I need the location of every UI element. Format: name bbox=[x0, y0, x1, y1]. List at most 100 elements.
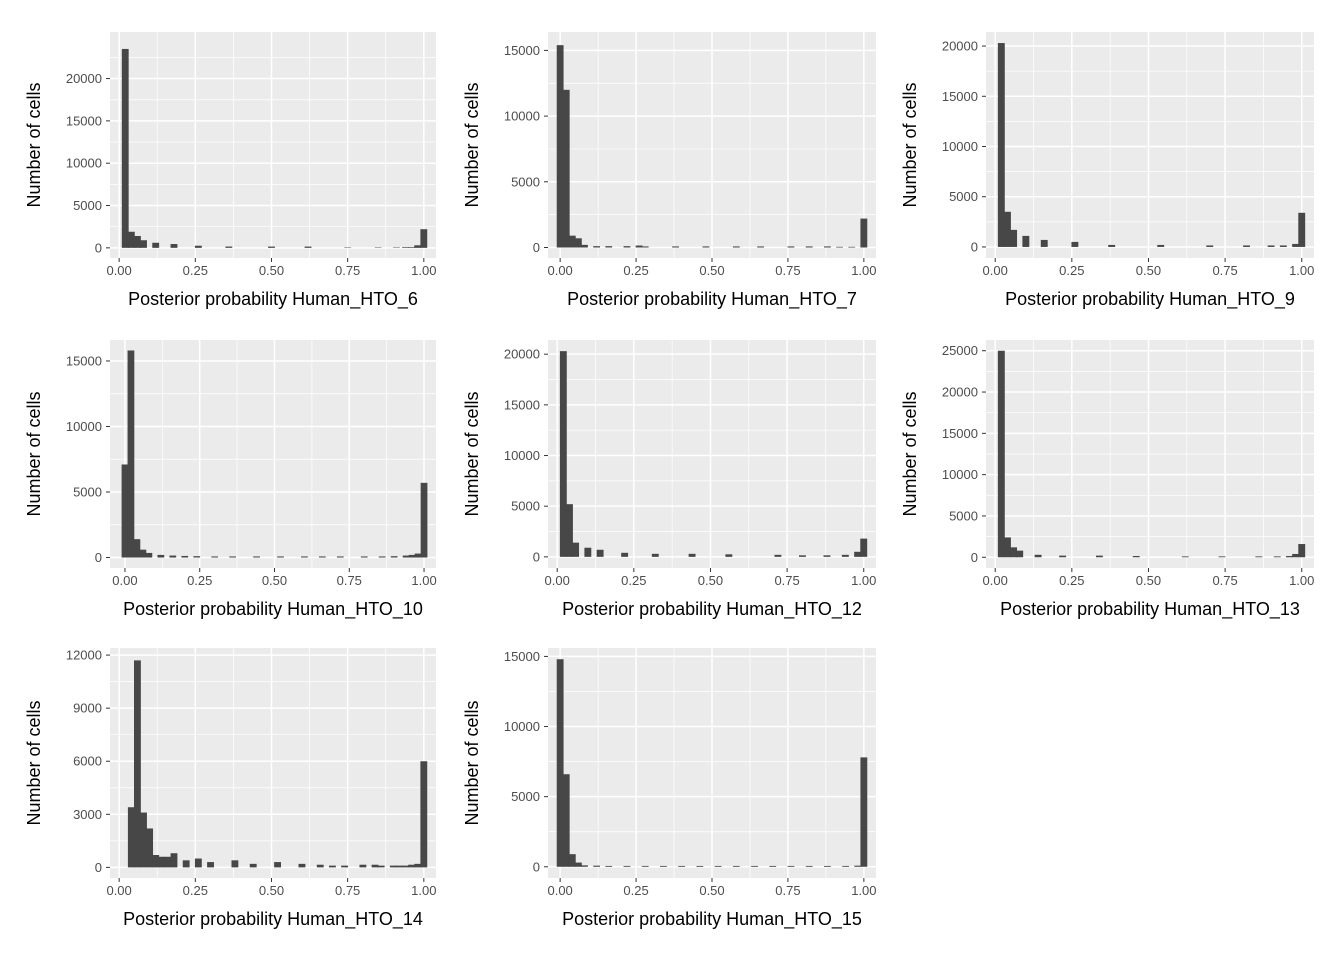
plot-background bbox=[110, 648, 436, 878]
plot-background bbox=[110, 32, 436, 258]
x-tick-label: 0.50 bbox=[1136, 573, 1161, 588]
x-tick-label: 0.50 bbox=[262, 573, 287, 588]
y-axis-title: Number of cells bbox=[24, 82, 44, 207]
histogram-bar bbox=[336, 556, 344, 558]
y-tick-label: 0 bbox=[533, 240, 540, 255]
histogram-bar bbox=[377, 865, 385, 868]
y-tick-label: 15000 bbox=[504, 43, 540, 58]
histogram-bar bbox=[140, 812, 147, 868]
y-tick-label: 12000 bbox=[66, 648, 102, 663]
histogram-bar bbox=[623, 246, 631, 248]
histogram-bar bbox=[140, 240, 147, 248]
histogram-bar bbox=[133, 235, 141, 248]
x-tick-label: 0.50 bbox=[699, 263, 724, 278]
x-tick-label: 0.25 bbox=[1059, 263, 1084, 278]
plot-background bbox=[986, 32, 1314, 258]
x-tick-label: 1.00 bbox=[851, 883, 876, 898]
histogram-bar bbox=[170, 853, 178, 868]
histogram-bar bbox=[714, 865, 722, 867]
histogram-bar bbox=[152, 855, 160, 868]
histogram-bar bbox=[249, 863, 257, 868]
x-axis-title: Posterior probability Human_HTO_9 bbox=[1005, 289, 1295, 310]
histogram-bar bbox=[133, 539, 141, 558]
histogram-bar bbox=[402, 247, 409, 248]
y-tick-label: 0 bbox=[533, 859, 540, 874]
x-tick-label: 0.00 bbox=[112, 573, 137, 588]
histogram-bar bbox=[751, 865, 758, 867]
panel-7: 0.00 0.25 0.50 0.75 1.00 0 5000 10000 15000 Poste… bbox=[462, 648, 877, 930]
histogram-bar bbox=[1016, 550, 1024, 558]
x-tick-label: 1.00 bbox=[1289, 573, 1314, 588]
histogram-bar bbox=[584, 547, 592, 557]
histogram-bar bbox=[170, 244, 178, 248]
histogram-bar bbox=[1108, 244, 1116, 247]
x-tick-label: 0.50 bbox=[698, 573, 723, 588]
histogram-bar bbox=[194, 858, 202, 868]
histogram-bar bbox=[1206, 245, 1214, 247]
panel-0: 0.00 0.25 0.50 0.75 1.00 0 5000 10000 15000 20000… bbox=[24, 32, 436, 310]
y-axis-title: Number of cells bbox=[900, 82, 920, 207]
histogram-bar bbox=[420, 761, 428, 868]
y-tick-label: 15000 bbox=[942, 426, 978, 441]
y-tick-label: 10000 bbox=[66, 156, 102, 171]
histogram-bar bbox=[605, 246, 613, 248]
histogram-bar bbox=[1298, 212, 1306, 247]
histogram-bar bbox=[1132, 556, 1140, 558]
histogram-bar bbox=[408, 247, 416, 248]
y-axis-title: Number of cells bbox=[24, 391, 44, 516]
y-tick-label: 10000 bbox=[504, 448, 540, 463]
histogram-bar bbox=[562, 89, 570, 248]
histogram-bar bbox=[145, 552, 153, 558]
histogram-bar bbox=[805, 246, 813, 248]
histogram-bar bbox=[823, 246, 831, 248]
panel-1: 0.00 0.25 0.50 0.75 1.00 0 5000 10000 15000 Poste… bbox=[462, 32, 877, 310]
histogram-bar bbox=[408, 554, 416, 558]
histogram-bar bbox=[635, 245, 643, 248]
x-tick-label: 0.25 bbox=[621, 573, 646, 588]
histogram-bar bbox=[274, 862, 281, 868]
y-tick-label: 10000 bbox=[66, 419, 102, 434]
x-tick-label: 0.25 bbox=[187, 573, 212, 588]
histogram-bar bbox=[860, 757, 868, 867]
histogram-bar bbox=[651, 553, 659, 557]
histogram-bar bbox=[268, 246, 275, 248]
histogram-bar bbox=[341, 865, 349, 868]
y-tick-label: 5000 bbox=[511, 499, 540, 514]
x-tick-label: 0.75 bbox=[1212, 573, 1237, 588]
panel-3: 0.00 0.25 0.50 0.75 1.00 0 5000 10000 15000 Poste… bbox=[24, 340, 437, 620]
y-tick-label: 20000 bbox=[942, 385, 978, 400]
histogram-bar bbox=[854, 865, 862, 867]
histogram-bar bbox=[157, 554, 165, 558]
x-tick-label: 0.00 bbox=[106, 883, 131, 898]
histogram-bar bbox=[568, 235, 576, 248]
histogram-bar bbox=[1095, 555, 1103, 558]
histogram-bar bbox=[328, 865, 336, 868]
y-axis-title: Number of cells bbox=[24, 700, 44, 825]
histogram-bar bbox=[769, 865, 777, 867]
histogram-bar bbox=[396, 865, 403, 868]
y-tick-label: 10000 bbox=[504, 109, 540, 124]
histogram-bar bbox=[574, 238, 582, 248]
histogram-bar bbox=[623, 865, 631, 867]
histogram-bar bbox=[298, 863, 306, 868]
histogram-bar bbox=[702, 246, 710, 248]
histogram-bar bbox=[1157, 244, 1165, 247]
histogram-bar bbox=[231, 860, 239, 868]
histogram-bar bbox=[378, 556, 386, 558]
histogram-bar bbox=[229, 556, 236, 558]
histogram-bar bbox=[181, 555, 189, 558]
y-tick-label: 0 bbox=[95, 550, 102, 565]
x-tick-label: 0.00 bbox=[983, 263, 1008, 278]
histogram-bar bbox=[193, 556, 201, 558]
x-tick-label: 0.75 bbox=[775, 883, 800, 898]
x-tick-label: 0.25 bbox=[623, 263, 648, 278]
y-tick-label: 10000 bbox=[942, 139, 978, 154]
y-tick-label: 0 bbox=[95, 240, 102, 255]
panel-2: 0.00 0.25 0.50 0.75 1.00 0 5000 10000 15000 20000… bbox=[900, 32, 1314, 310]
histogram-bar bbox=[121, 48, 129, 248]
histogram-bar bbox=[757, 246, 765, 248]
histogram-bar bbox=[360, 556, 368, 558]
histogram-bar bbox=[581, 244, 588, 248]
histogram-bar bbox=[158, 856, 166, 868]
y-tick-label: 20000 bbox=[66, 71, 102, 86]
